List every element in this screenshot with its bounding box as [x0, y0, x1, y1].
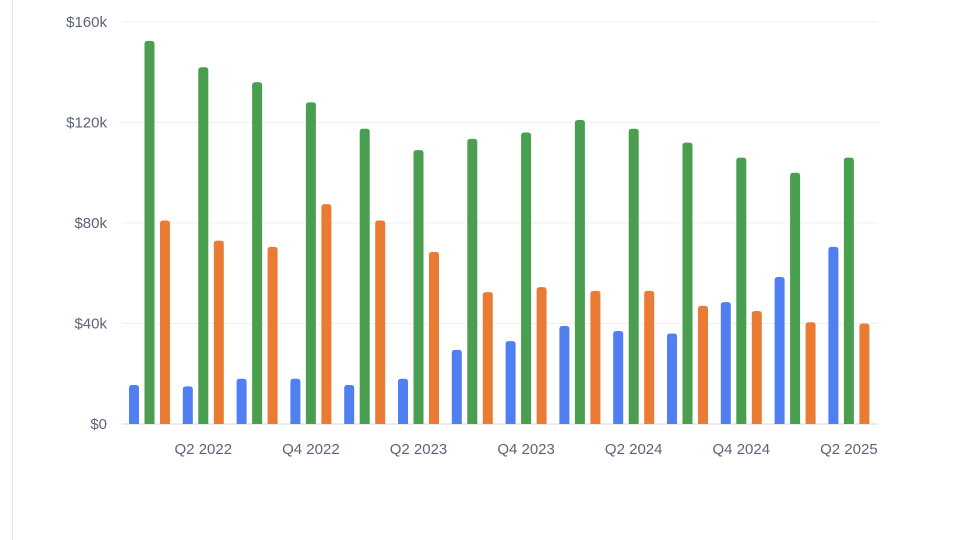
- bar-series-2-q4-2024: [736, 157, 747, 425]
- bar-series-2-q4-2022: [305, 102, 316, 425]
- y-tick-label: $0: [90, 416, 107, 433]
- bar-series-2-q3-2023: [467, 138, 478, 425]
- bar-series-1-q4-2024: [720, 302, 731, 424]
- x-tick-label: Q2 2024: [605, 441, 663, 458]
- bar-series-1-q3-2024: [667, 333, 677, 424]
- left-divider: [12, 0, 13, 540]
- x-tick-label: Q2 2025: [820, 441, 878, 458]
- x-tick-label: Q4 2024: [713, 441, 771, 458]
- bar-series-3-q2-2024: [644, 290, 655, 424]
- y-tick-label: $160k: [66, 14, 107, 31]
- bar-series-2-q1-2024: [574, 119, 585, 425]
- bar-series-3-q1-2022: [160, 220, 170, 424]
- bar-series-2-q3-2022: [252, 82, 263, 425]
- bar-series-3-q2-2025: [859, 323, 870, 424]
- bar-series-3-q4-2022: [321, 204, 332, 424]
- bar-series-1-q1-2023: [344, 385, 355, 424]
- x-tick-label: Q2 2022: [175, 441, 233, 458]
- bar-series-1-q1-2025: [774, 277, 785, 424]
- y-tick-label: $120k: [66, 115, 107, 132]
- bar-series-3-q4-2023: [536, 287, 547, 424]
- bar-series-2-q3-2024: [682, 142, 693, 424]
- y-axis-labels: $0 $40k $80k $120k $160k: [66, 14, 107, 433]
- bar-series-3-q1-2024: [590, 290, 601, 424]
- bar-series-1-q3-2022: [236, 378, 247, 424]
- bar-series-2-q2-2024: [628, 128, 639, 424]
- bar-series-3-q3-2024: [698, 305, 708, 424]
- bar-series-2-q2-2022: [198, 67, 209, 424]
- bar-series-3-q4-2024: [751, 310, 762, 424]
- bar-series-3-q1-2023: [375, 220, 386, 424]
- bar-series-1-q1-2022: [129, 385, 139, 424]
- x-tick-label: Q4 2022: [282, 441, 340, 458]
- bar-series-1-q4-2022: [290, 378, 301, 424]
- bar-series-1-q2-2025: [828, 246, 839, 424]
- y-tick-label: $80k: [74, 215, 107, 232]
- bar-series-1-q3-2023: [451, 349, 462, 424]
- bar-series-1-q2-2023: [398, 378, 408, 424]
- y-tick-label: $40k: [74, 316, 107, 333]
- bar-series-1-q2-2022: [182, 386, 193, 424]
- bar-series-3-q2-2022: [213, 240, 224, 424]
- x-tick-label: Q2 2023: [390, 441, 448, 458]
- gridlines: [122, 21, 878, 425]
- bar-series-2-q2-2025: [843, 157, 854, 425]
- bar-series-1-q2-2024: [613, 331, 624, 424]
- bar-series-2-q1-2022: [144, 40, 155, 424]
- bars: [129, 40, 870, 425]
- x-tick-label: Q4 2023: [497, 441, 555, 458]
- bar-series-3-q3-2023: [482, 292, 493, 424]
- x-axis-labels: Q2 2022 Q4 2022 Q2 2023 Q4 2023 Q2 2024 Q4 20…: [175, 441, 878, 458]
- bar-series-3-q3-2022: [267, 246, 278, 424]
- bar-series-1-q4-2023: [505, 341, 516, 424]
- bar-series-2-q1-2025: [790, 172, 801, 424]
- bar-series-2-q2-2023: [413, 150, 424, 424]
- bar-series-3-q2-2023: [429, 251, 439, 424]
- bar-series-1-q1-2024: [559, 326, 570, 424]
- bar-series-3-q1-2025: [805, 322, 816, 424]
- bar-series-2-q4-2023: [521, 132, 532, 425]
- bar-series-2-q1-2023: [359, 128, 370, 424]
